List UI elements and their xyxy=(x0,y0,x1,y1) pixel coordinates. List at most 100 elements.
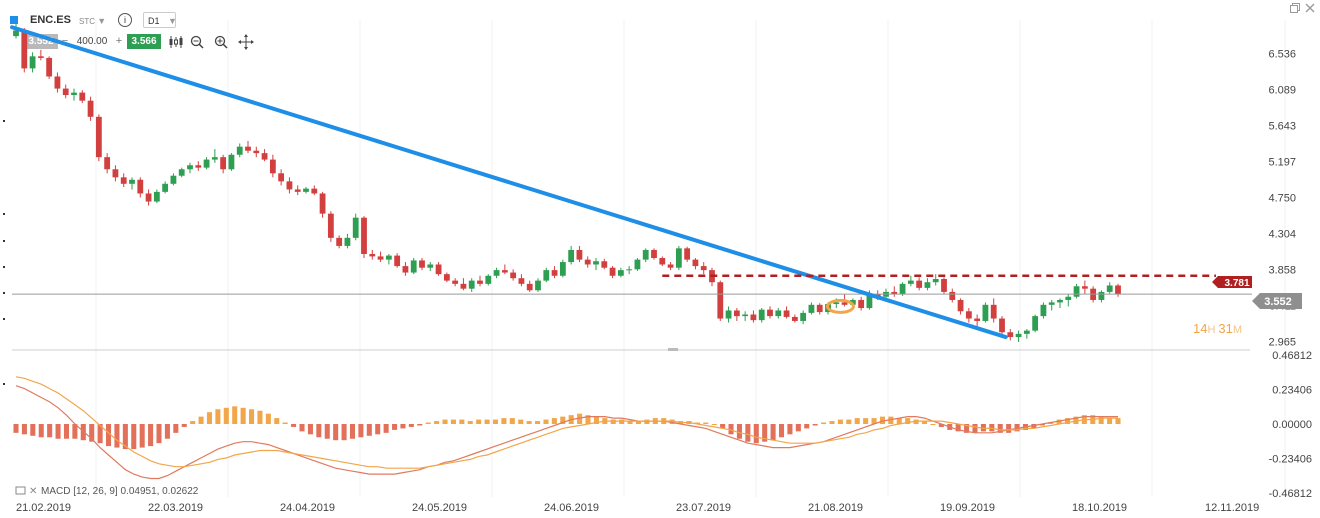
macd-histogram-bar xyxy=(89,424,95,442)
candle-body xyxy=(1007,332,1014,338)
macd-histogram-bar xyxy=(543,419,549,424)
date-tick-label: 19.09.2019 xyxy=(940,502,995,514)
date-tick-label: 21.08.2019 xyxy=(808,502,863,514)
macd-histogram-bar xyxy=(223,407,229,424)
candle-body xyxy=(651,249,657,259)
date-tick-label: 24.04.2019 xyxy=(280,502,335,514)
chart-toolbar: ENC.ES STC ▼ i D1 ▼ 3.552 − 400.00 + 3.5… xyxy=(0,0,1320,60)
candle-body xyxy=(535,280,541,291)
macd-remove-icon[interactable]: ✕ xyxy=(29,486,37,497)
candle-body xyxy=(982,304,989,321)
candle-body xyxy=(13,30,19,37)
date-tick-label: 24.05.2019 xyxy=(412,502,467,514)
macd-histogram-bar xyxy=(341,424,347,441)
candle-body xyxy=(137,179,144,194)
candle-body xyxy=(916,280,923,288)
macd-tick-label: 0.00000 xyxy=(1272,419,1312,431)
macd-histogram-bar xyxy=(610,419,616,424)
price-tick-label: 4.304 xyxy=(1268,228,1296,240)
date-tick-label: 24.06.2019 xyxy=(544,502,599,514)
buy-price-button[interactable]: 3.566 xyxy=(127,34,161,49)
candle-body xyxy=(667,264,674,268)
candle-body xyxy=(468,280,475,289)
candle-body xyxy=(593,261,599,265)
macd-histogram-bar xyxy=(1056,419,1062,424)
macd-histogram-bar xyxy=(358,424,364,438)
candle-body xyxy=(187,165,193,170)
candle-body xyxy=(120,177,127,184)
price-tick-label: 6.536 xyxy=(1268,48,1296,60)
restore-icon[interactable] xyxy=(1290,3,1300,16)
candle-body xyxy=(369,253,376,257)
candle-body xyxy=(518,278,525,284)
chevron-down-icon: ▼ xyxy=(168,16,177,26)
macd-histogram-bar xyxy=(501,418,507,424)
quantity-input[interactable]: 400.00 xyxy=(76,36,108,47)
breakout-highlight[interactable] xyxy=(825,298,855,314)
candle-body xyxy=(228,154,235,170)
date-tick-label: 18.10.2019 xyxy=(1072,502,1127,514)
info-icon[interactable]: i xyxy=(118,13,132,27)
candle-body xyxy=(849,299,856,305)
candle-body xyxy=(617,270,624,276)
candle-body xyxy=(750,314,757,321)
period-select[interactable]: D1 ▼ xyxy=(143,12,177,28)
trendline[interactable] xyxy=(10,25,1008,340)
candle-body xyxy=(758,309,765,321)
macd-histogram-bar xyxy=(913,419,919,424)
candle-body xyxy=(941,278,947,292)
pane-resize-handle[interactable] xyxy=(668,348,678,351)
current-price-tag: 3.552 xyxy=(1252,293,1302,309)
macd-histogram-bar xyxy=(509,418,515,424)
candlestick-type-icon[interactable] xyxy=(168,35,184,49)
macd-histogram-bar xyxy=(366,424,372,436)
macd-axis-ticks: 0.46812 0.23406 0.00000 -0.23406 -0.46812 xyxy=(1269,350,1312,500)
macd-histogram-bar xyxy=(964,424,970,433)
macd-histogram-bar xyxy=(1031,424,1037,429)
macd-histogram-bar xyxy=(871,418,877,424)
candle-body xyxy=(443,274,450,281)
candle-body xyxy=(410,260,417,273)
macd-histogram-bar xyxy=(425,422,431,424)
macd-histogram-bar xyxy=(215,409,221,424)
instrument-type-label[interactable]: STC ▼ xyxy=(79,16,106,26)
candle-body xyxy=(29,56,36,69)
candle-body xyxy=(178,169,185,176)
macd-histogram-bar xyxy=(106,424,112,447)
price-tick-label: 2.965 xyxy=(1268,337,1296,349)
candle-body xyxy=(344,237,351,246)
candle-body xyxy=(319,193,326,214)
candle-body xyxy=(675,248,682,268)
candle-body xyxy=(999,318,1005,333)
candle-body xyxy=(568,249,575,263)
macd-settings-icon[interactable] xyxy=(15,486,26,495)
macd-histogram-bar xyxy=(408,424,414,427)
macd-histogram-bar xyxy=(21,424,27,435)
resistance-price-text: 3.781 xyxy=(1224,278,1249,289)
date-tick-label: 23.07.2019 xyxy=(676,502,731,514)
zoom-in-icon[interactable] xyxy=(214,35,228,49)
crosshair-icon[interactable] xyxy=(238,34,254,50)
macd-histogram-bar xyxy=(635,421,642,424)
candle-body xyxy=(974,318,981,321)
macd-histogram-bar xyxy=(535,421,541,424)
candle-body xyxy=(684,248,691,260)
candle-body xyxy=(286,181,293,190)
candle-body xyxy=(626,269,633,271)
date-tick-label: 21.02.2019 xyxy=(16,502,71,514)
close-icon[interactable] xyxy=(1305,3,1315,16)
macd-histogram-bar xyxy=(484,419,490,424)
signal-line xyxy=(15,376,1118,469)
current-price-text: 3.552 xyxy=(1264,296,1292,308)
candle-body xyxy=(294,189,301,192)
macd-histogram-bar xyxy=(47,424,53,438)
quantity-decrease-button[interactable]: − xyxy=(61,35,69,47)
quantity-increase-button[interactable]: + xyxy=(115,35,123,47)
macd-histogram-bar xyxy=(812,424,818,426)
zoom-out-icon[interactable] xyxy=(190,35,204,49)
candle-body xyxy=(37,56,44,58)
macd-histogram-bar xyxy=(467,421,473,424)
price-tick-label: 6.089 xyxy=(1268,84,1296,96)
symbol-label[interactable]: ENC.ES xyxy=(30,14,71,26)
